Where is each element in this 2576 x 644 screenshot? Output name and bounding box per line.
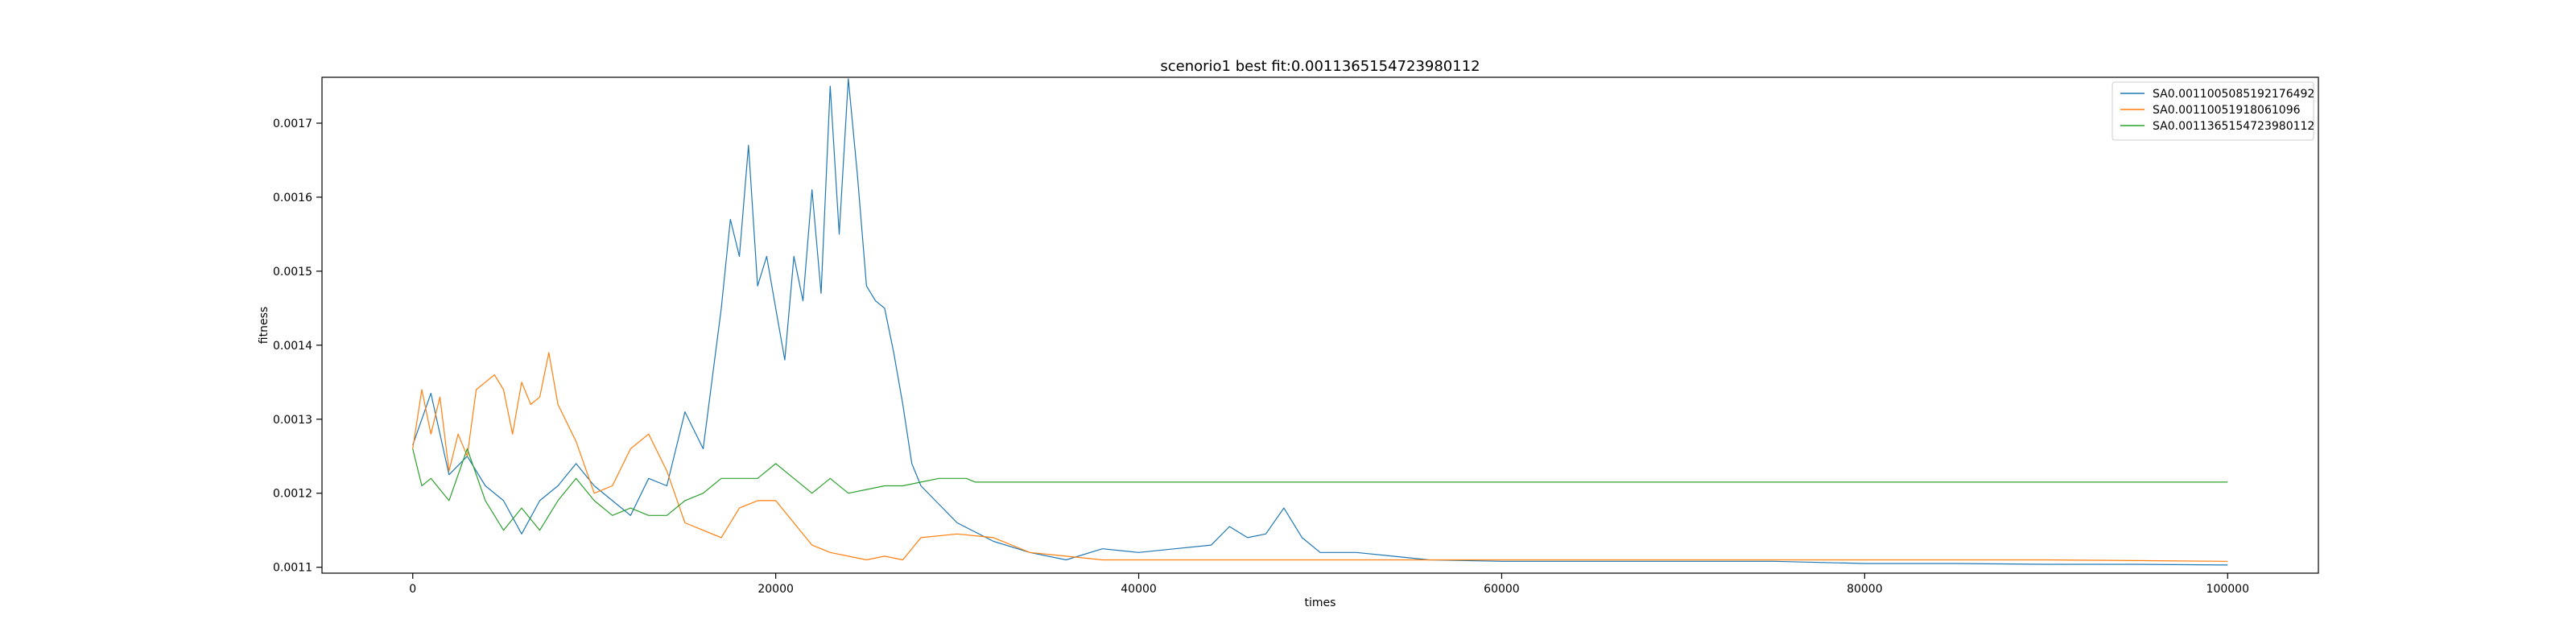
series-line-2 (412, 352, 2228, 562)
x-tick-label: 100000 (2207, 583, 2249, 596)
x-tick-label: 40000 (1121, 583, 1157, 596)
y-tick-label: 0.0013 (273, 414, 312, 427)
x-tick-label: 80000 (1847, 583, 1883, 596)
y-tick-label: 0.0016 (273, 192, 312, 204)
y-tick-label: 0.0017 (273, 118, 312, 130)
x-axis-label: times (1305, 597, 1336, 609)
x-tick-label: 20000 (758, 583, 794, 596)
legend-label: SA0.0011365154723980112 (2153, 120, 2314, 133)
x-tick-label: 60000 (1484, 583, 1520, 596)
legend-label: SA0.0011005085192176492 (2153, 88, 2314, 101)
series-line-1 (412, 78, 2228, 566)
y-tick-label: 0.0011 (273, 562, 312, 575)
plot-frame (321, 76, 2319, 574)
legend-box (2112, 81, 2314, 141)
axis-ticks: 0 20000 40000 60000 80000 100000 0.0011 0.0012 0… (273, 118, 2249, 596)
series-lines (412, 78, 2228, 566)
legend: SA0.0011005085192176492 SA0.0011005191806… (2112, 81, 2314, 141)
chart-title: scenorio1 best fit:0.0011365154723980112 (1160, 58, 1480, 75)
series-line-3 (412, 448, 2228, 531)
y-tick-label: 0.0012 (273, 488, 312, 501)
y-tick-label: 0.0015 (273, 266, 312, 279)
x-tick-label: 0 (409, 583, 416, 596)
legend-label: SA0.00110051918061096 (2153, 104, 2301, 117)
y-tick-label: 0.0014 (273, 340, 312, 353)
y-axis-label: fitness (258, 307, 270, 344)
